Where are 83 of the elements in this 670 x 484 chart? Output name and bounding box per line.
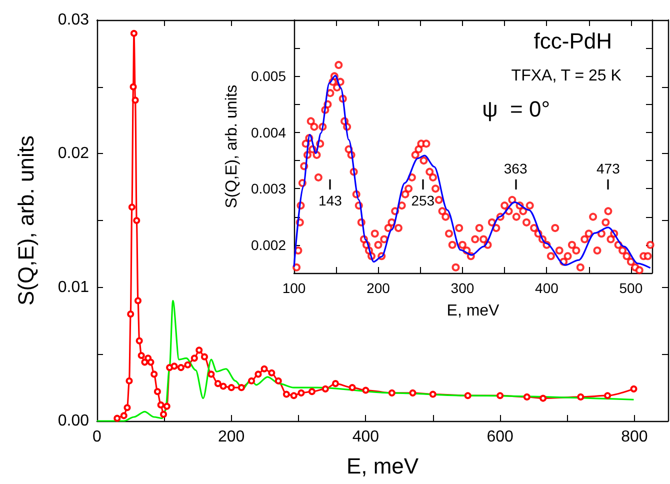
point xyxy=(409,389,416,396)
y-tick-label: 0.005 xyxy=(250,68,286,84)
y-tick-label: 0.004 xyxy=(250,124,286,140)
ref-line-label: 143 xyxy=(318,192,342,209)
x-tick-label: 0 xyxy=(92,428,102,446)
point xyxy=(157,401,164,408)
point xyxy=(220,382,227,390)
y-axis-title: S(Q,E), arb. units xyxy=(14,136,38,306)
point xyxy=(114,414,121,422)
point xyxy=(322,385,329,392)
y-tick-label: 0.02 xyxy=(58,145,90,162)
point xyxy=(496,392,504,400)
x-tick-label: 500 xyxy=(619,280,643,296)
ref-line-label: 473 xyxy=(596,160,620,176)
point xyxy=(133,217,140,224)
point xyxy=(177,364,184,372)
point xyxy=(130,30,138,37)
point xyxy=(170,362,178,370)
point xyxy=(196,346,203,354)
point xyxy=(200,353,208,360)
point xyxy=(160,410,168,418)
point xyxy=(134,297,142,304)
point xyxy=(127,310,134,318)
point xyxy=(132,96,139,104)
point xyxy=(128,204,136,211)
x-tick-label: 200 xyxy=(218,428,245,446)
ref-line-label: 363 xyxy=(504,160,528,176)
point xyxy=(248,377,256,384)
point xyxy=(147,358,154,366)
annotation: ψ = 0° xyxy=(482,96,550,122)
ref-line-label: 253 xyxy=(411,192,435,209)
x-tick-label: 200 xyxy=(366,280,390,296)
x-tick-label: 300 xyxy=(450,280,474,296)
point xyxy=(630,385,638,392)
point xyxy=(163,402,170,410)
point xyxy=(464,392,472,400)
x-tick-label: 600 xyxy=(486,428,514,446)
x-axis-title: E, meV xyxy=(446,302,500,320)
point xyxy=(184,361,192,368)
point xyxy=(274,377,282,384)
point xyxy=(124,404,131,412)
point xyxy=(290,392,298,400)
point xyxy=(254,370,262,378)
point xyxy=(150,370,158,378)
point xyxy=(228,384,235,392)
point xyxy=(540,394,547,402)
point xyxy=(214,380,222,388)
x-axis-title: E, meV xyxy=(346,454,419,478)
x-tick-label: 400 xyxy=(535,280,559,296)
point xyxy=(429,390,436,398)
point xyxy=(126,377,133,384)
point xyxy=(238,384,245,392)
point xyxy=(138,352,145,359)
point xyxy=(604,392,612,400)
y-tick-label: 0.003 xyxy=(250,180,286,197)
y-axis-title: S(Q,E), arb. units xyxy=(224,84,241,208)
point xyxy=(120,412,128,420)
point xyxy=(190,354,198,362)
point xyxy=(208,370,215,378)
line-series xyxy=(96,300,635,422)
annotation: TFXA, T = 25 K xyxy=(511,68,622,84)
point xyxy=(388,389,396,396)
y-tick-label: 0.002 xyxy=(250,236,286,253)
x-tick-label: 800 xyxy=(621,428,648,446)
y-tick-label: 0.00 xyxy=(58,412,90,430)
point xyxy=(577,393,584,400)
point xyxy=(362,386,370,394)
point xyxy=(260,365,268,372)
point xyxy=(130,83,137,90)
x-tick-label: 100 xyxy=(282,280,306,296)
y-tick-label: 0.03 xyxy=(58,12,90,28)
point xyxy=(523,393,530,400)
point xyxy=(308,388,316,396)
point xyxy=(282,390,290,398)
y-tick-label: 0.01 xyxy=(58,278,90,296)
annotation: fcc-PdH xyxy=(534,28,612,54)
point xyxy=(136,337,143,344)
point xyxy=(348,384,356,392)
point xyxy=(332,380,339,388)
point xyxy=(154,388,161,396)
x-tick-label: 400 xyxy=(352,428,380,446)
point xyxy=(298,389,305,396)
point xyxy=(268,369,276,376)
